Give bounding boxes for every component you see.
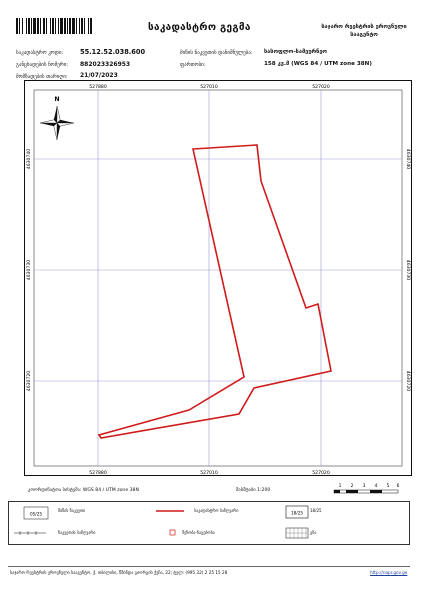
legend-road-label: გზა <box>310 530 317 535</box>
barcode-bar <box>46 18 47 34</box>
barcode-bar <box>43 18 45 34</box>
footer-website-link[interactable]: http://napr.gov.ge <box>370 570 408 575</box>
grid-lines <box>34 90 402 466</box>
cadastral-code: 55.12.52.038.600 <box>80 48 146 56</box>
scalebar-tick-1: 1 <box>339 483 342 489</box>
legend-parcel-label: მიწის ნაკვეთი <box>58 508 86 513</box>
barcode-bar <box>19 18 20 34</box>
legend-cadastral-border-label: საკადასტრო საზღვარი <box>194 508 239 513</box>
barcode-bar <box>81 18 83 34</box>
barcode-bar <box>50 18 51 34</box>
barcode-bar <box>60 18 63 34</box>
north-label: N <box>54 96 59 103</box>
date-label: მომზადების თარიღი: <box>16 74 68 80</box>
barcode-bar <box>37 18 39 34</box>
prepared-date: 21/07/2023 <box>80 72 118 79</box>
scalebar-tick-4: 4 <box>375 483 378 489</box>
footer-divider <box>8 566 410 567</box>
barcode-bar <box>22 18 23 34</box>
barcode-bar <box>64 18 66 34</box>
barcode-bar <box>90 18 92 34</box>
legend-dashed-line <box>14 531 46 535</box>
agency-name: საჯარო რეესტრის ეროვნული სააგენტო <box>321 24 407 38</box>
footer-address: საჯარო რეესტრის ეროვნული სააგენტო, ქ. თბ… <box>10 570 228 575</box>
barcode-bar <box>79 18 80 34</box>
y-tick-left-2: 4630730 <box>26 260 32 281</box>
scale-label: მასშტაბი 1:200 <box>236 488 271 493</box>
map-inner-border <box>33 89 403 467</box>
x-tick-bottom-1: 527880 <box>89 470 107 476</box>
scale-bar: 1 2 3 4 5 6 <box>333 483 400 494</box>
barcode-bar <box>58 18 59 34</box>
legend-square-icon <box>169 529 176 536</box>
cadastral-code-label: საკადასტრო კოდი: <box>16 50 64 56</box>
y-tick-right-3: 4630720 <box>405 371 411 392</box>
legend-building-label: შენობა-ნაგებობა <box>182 530 215 535</box>
barcode-bar <box>16 18 18 34</box>
page-title: საკადასტრო გეგმა <box>148 22 251 33</box>
scalebar-tick-5: 5 <box>387 483 390 489</box>
scalebar-tick-3: 3 <box>363 483 366 489</box>
parcel-outline <box>97 144 332 439</box>
legend-symbols: 05/25 18/25 <box>14 505 309 539</box>
legend-boundary-label: ნაკვეთის საზღვარი <box>58 530 96 535</box>
x-tick-top-1: 527880 <box>89 84 107 90</box>
barcode-bar <box>33 18 36 34</box>
barcode-bar <box>88 18 89 34</box>
legend-number-box-text: 18/25 <box>291 511 303 516</box>
land-purpose: სასოფლო-სამეურნეო <box>264 49 327 55</box>
barcode <box>16 18 92 34</box>
legend-parcel-symbol-text: 05/25 <box>30 512 42 517</box>
parcel-map[interactable]: 527880 527010 527020 527880 527010 52702… <box>24 80 412 476</box>
legend-number-label: 18/25 <box>310 508 322 513</box>
barcode-bar <box>40 18 41 34</box>
y-tick-left-1: 4630740 <box>26 149 32 170</box>
application-number: 882023326953 <box>80 61 131 68</box>
barcode-bar <box>55 18 56 34</box>
y-tick-right-1: 4630740 <box>405 149 411 170</box>
area-value: 158 კვ.მ (WGS 84 / UTM zone 38N) <box>264 61 372 67</box>
scalebar-tick-6: 6 <box>397 483 400 489</box>
area-label: ფართობი: <box>180 62 206 68</box>
legend-parcel-symbol: 05/25 <box>23 506 49 520</box>
barcode-bar <box>52 18 54 34</box>
barcode-bar <box>31 18 32 34</box>
land-purpose-label: მიწის ნაკვეთის დანიშნულება: <box>180 50 253 56</box>
barcode-bar <box>67 18 68 34</box>
x-tick-bottom-2: 527010 <box>200 470 218 476</box>
map-frame <box>24 80 412 476</box>
barcode-bar <box>84 18 85 34</box>
x-tick-top-3: 527020 <box>312 84 330 90</box>
north-arrow-icon <box>39 105 75 141</box>
y-tick-left-3: 4630720 <box>26 371 32 392</box>
x-tick-top-2: 527010 <box>200 84 218 90</box>
application-number-label: განცხადების ნომერი: <box>16 62 69 68</box>
barcode-bar <box>28 18 30 34</box>
legend <box>8 501 410 545</box>
scalebar-tick-2: 2 <box>351 483 354 489</box>
legend-crosshatch <box>285 527 309 539</box>
y-tick-right-2: 4630730 <box>405 260 411 281</box>
barcode-bar <box>26 18 27 34</box>
x-tick-bottom-3: 527020 <box>312 470 330 476</box>
crs-label: კოორდინატთა სისტემა: WGS 84 / UTM zone 3… <box>28 488 139 493</box>
barcode-bar <box>72 18 75 34</box>
legend-number-box: 18/25 <box>285 505 309 519</box>
barcode-bar <box>76 18 77 34</box>
barcode-bar <box>69 18 71 34</box>
